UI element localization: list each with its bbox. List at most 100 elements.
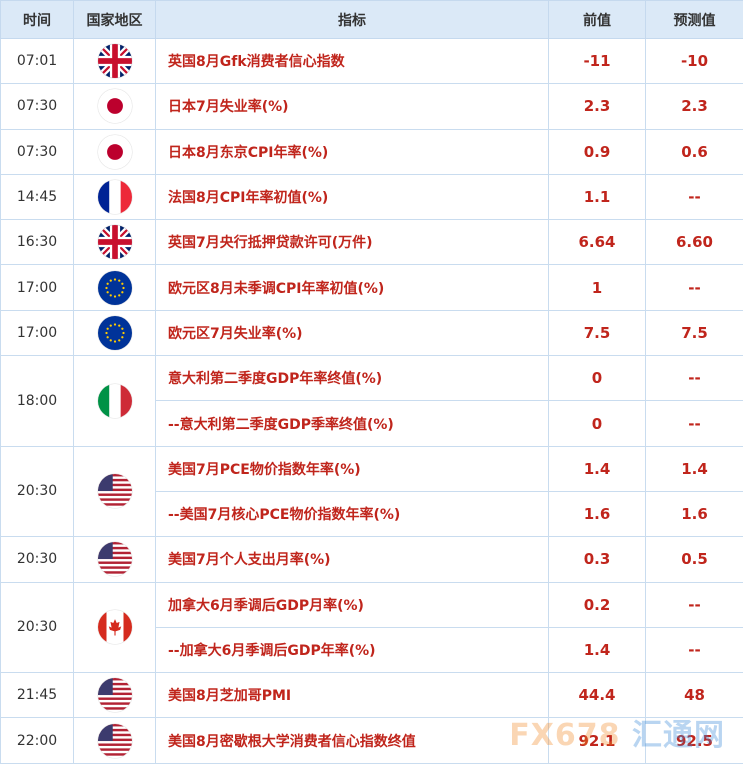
indicator-name: 欧元区7月失业率(%) [156,310,549,355]
event-time: 20:30 [1,582,74,673]
forecast-value: 7.5 [646,310,743,355]
table-row: 07:01 英国8月Gfk消费者信心指数-11-10 [1,39,743,84]
forecast-value: -- [646,582,743,627]
country-flag [74,537,156,582]
forecast-value: 0.5 [646,537,743,582]
indicator-name: 英国7月央行抵押贷款许可(万件) [156,220,549,265]
japan-flag-icon [98,135,132,169]
us-flag-icon [98,678,132,712]
header-region: 国家地区 [74,1,156,39]
country-flag [74,446,156,537]
event-time: 22:00 [1,718,74,763]
event-time: 17:00 [1,265,74,310]
indicator-name: 法国8月CPI年率初值(%) [156,174,549,219]
forecast-value: -- [646,265,743,310]
forecast-value: -- [646,174,743,219]
forecast-value: -- [646,356,743,401]
previous-value: 1.1 [549,174,646,219]
france-flag-icon [98,180,132,214]
us-flag-icon [98,724,132,758]
table-row: 14:45 法国8月CPI年率初值(%)1.1-- [1,174,743,219]
previous-value: 0.9 [549,129,646,174]
previous-value: 7.5 [549,310,646,355]
country-flag [74,582,156,673]
table-header: 时间 国家地区 指标 前值 预测值 [1,1,743,39]
indicator-name: 美国7月PCE物价指数年率(%) [156,446,549,491]
italy-flag-icon [98,384,132,418]
event-time: 21:45 [1,673,74,718]
forecast-value: -- [646,627,743,672]
country-flag [74,39,156,84]
eu-flag-icon [98,316,132,350]
event-time: 17:00 [1,310,74,355]
country-flag [74,673,156,718]
forecast-value: -10 [646,39,743,84]
previous-value: 0 [549,356,646,401]
us-flag-icon [98,474,132,508]
indicator-name: --美国7月核心PCE物价指数年率(%) [156,491,549,536]
previous-value: 1 [549,265,646,310]
previous-value: 6.64 [549,220,646,265]
previous-value: 0.2 [549,582,646,627]
country-flag [74,174,156,219]
event-time: 16:30 [1,220,74,265]
previous-value: 2.3 [549,84,646,129]
header-time: 时间 [1,1,74,39]
country-flag [74,356,156,447]
country-flag [74,265,156,310]
event-time: 20:30 [1,537,74,582]
forecast-value: 2.3 [646,84,743,129]
indicator-name: --意大利第二季度GDP季率终值(%) [156,401,549,446]
forecast-value: 1.4 [646,446,743,491]
indicator-name: --加拿大6月季调后GDP年率(%) [156,627,549,672]
indicator-name: 英国8月Gfk消费者信心指数 [156,39,549,84]
header-forecast: 预测值 [646,1,743,39]
indicator-name: 欧元区8月未季调CPI年率初值(%) [156,265,549,310]
event-time: 14:45 [1,174,74,219]
indicator-name: 加拿大6月季调后GDP月率(%) [156,582,549,627]
fx678-logo: FX678 汇通网 [509,710,725,754]
indicator-name: 美国8月芝加哥PMI [156,673,549,718]
indicator-name: 日本8月东京CPI年率(%) [156,129,549,174]
header-indicator: 指标 [156,1,549,39]
table-row: 17:00 欧元区8月未季调CPI年率初值(%)1-- [1,265,743,310]
us-flag-icon [98,542,132,576]
previous-value: 1.4 [549,446,646,491]
indicator-name: 美国8月密歇根大学消费者信心指数终值 [156,718,549,763]
canada-flag-icon [98,610,132,644]
header-previous: 前值 [549,1,646,39]
indicator-name: 美国7月个人支出月率(%) [156,537,549,582]
previous-value: -11 [549,39,646,84]
event-time: 18:00 [1,356,74,447]
forecast-value: 0.6 [646,129,743,174]
forecast-value: 1.6 [646,491,743,536]
event-time: 07:01 [1,39,74,84]
event-time: 07:30 [1,129,74,174]
country-flag [74,84,156,129]
event-time: 07:30 [1,84,74,129]
forecast-value: -- [646,401,743,446]
event-time: 20:30 [1,446,74,537]
country-flag [74,310,156,355]
forecast-value: 6.60 [646,220,743,265]
japan-flag-icon [98,89,132,123]
previous-value: 0 [549,401,646,446]
uk-flag-icon [98,225,132,259]
previous-value: 1.6 [549,491,646,536]
previous-value: 0.3 [549,537,646,582]
uk-flag-icon [98,44,132,78]
indicator-name: 意大利第二季度GDP年率终值(%) [156,356,549,401]
country-flag [74,718,156,763]
eu-flag-icon [98,271,132,305]
previous-value: 1.4 [549,627,646,672]
country-flag [74,129,156,174]
